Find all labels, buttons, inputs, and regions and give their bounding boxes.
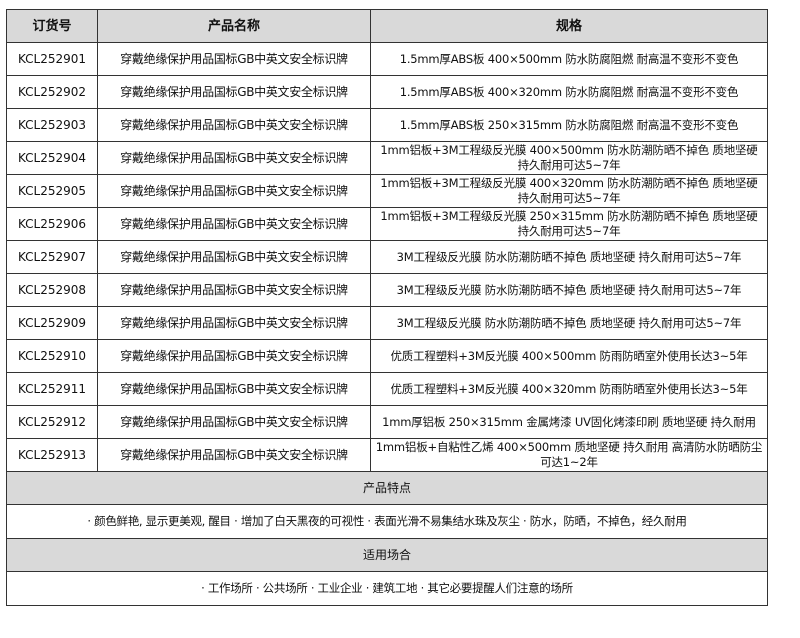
order-code-cell: KCL252901 [6,42,98,76]
table-header-row: 订货号 产品名称 规格 [6,9,768,43]
product-name-cell: 穿戴绝缘保护用品国标GB中英文安全标识牌 [97,339,371,373]
product-name-cell: 穿戴绝缘保护用品国标GB中英文安全标识牌 [97,306,371,340]
spec-cell: 3M工程级反光膜 防水防潮防晒不掉色 质地坚硬 持久耐用可达5~7年 [370,306,768,340]
table-row: KCL252909 穿戴绝缘保护用品国标GB中英文安全标识牌 3M工程级反光膜 防水… [6,306,768,340]
header-product-name: 产品名称 [97,9,371,43]
order-code-cell: KCL252907 [6,240,98,274]
order-code-cell: KCL252902 [6,75,98,109]
usage-text: · 工作场所 · 公共场所 · 工业企业 · 建筑工地 · 其它必要提醒人们注意… [6,571,768,606]
order-code-cell: KCL252913 [6,438,98,472]
spec-cell: 1mm铝板+自粘性乙烯 400×500mm 质地坚硬 持久耐用 高清防水防晒防尘… [370,438,768,472]
spec-cell: 优质工程塑料+3M反光膜 400×320mm 防雨防晒室外使用长达3~5年 [370,372,768,406]
table-row: KCL252913 穿戴绝缘保护用品国标GB中英文安全标识牌 1mm铝板+自粘性乙烯… [6,438,768,472]
order-code-cell: KCL252905 [6,174,98,208]
table-row: KCL252901 穿戴绝缘保护用品国标GB中英文安全标识牌 1.5mm厚ABS板 … [6,42,768,76]
features-text: · 颜色鲜艳, 显示更美观, 醒目 · 增加了白天黑夜的可视性 · 表面光滑不易… [6,504,768,539]
spec-cell: 1.5mm厚ABS板 400×320mm 防水防腐阻燃 耐高温不变形不变色 [370,75,768,109]
spec-cell: 1mm铝板+3M工程级反光膜 250×315mm 防水防潮防晒不掉色 质地坚硬 … [370,207,768,241]
header-order-code: 订货号 [6,9,98,43]
table-row: KCL252908 穿戴绝缘保护用品国标GB中英文安全标识牌 3M工程级反光膜 防水… [6,273,768,307]
order-code-cell: KCL252911 [6,372,98,406]
header-spec: 规格 [370,9,768,43]
spec-cell: 1mm厚铝板 250×315mm 金属烤漆 UV固化烤漆印刷 质地坚硬 持久耐用 [370,405,768,439]
usage-title: 适用场合 [6,538,768,572]
table-row: KCL252905 穿戴绝缘保护用品国标GB中英文安全标识牌 1mm铝板+3M工程级… [6,174,768,208]
order-code-cell: KCL252906 [6,207,98,241]
table-row: KCL252911 穿戴绝缘保护用品国标GB中英文安全标识牌 优质工程塑料+3M反光… [6,372,768,406]
table-row: KCL252904 穿戴绝缘保护用品国标GB中英文安全标识牌 1mm铝板+3M工程级… [6,141,768,175]
table-row: KCL252907 穿戴绝缘保护用品国标GB中英文安全标识牌 3M工程级反光膜 防水… [6,240,768,274]
order-code-cell: KCL252909 [6,306,98,340]
product-name-cell: 穿戴绝缘保护用品国标GB中英文安全标识牌 [97,207,371,241]
table-row: KCL252902 穿戴绝缘保护用品国标GB中英文安全标识牌 1.5mm厚ABS板 … [6,75,768,109]
spec-cell: 1mm铝板+3M工程级反光膜 400×320mm 防水防潮防晒不掉色 质地坚硬 … [370,174,768,208]
table-row: KCL252906 穿戴绝缘保护用品国标GB中英文安全标识牌 1mm铝板+3M工程级… [6,207,768,241]
product-name-cell: 穿戴绝缘保护用品国标GB中英文安全标识牌 [97,174,371,208]
spec-cell: 3M工程级反光膜 防水防潮防晒不掉色 质地坚硬 持久耐用可达5~7年 [370,273,768,307]
product-name-cell: 穿戴绝缘保护用品国标GB中英文安全标识牌 [97,75,371,109]
table-row: KCL252903 穿戴绝缘保护用品国标GB中英文安全标识牌 1.5mm厚ABS板 … [6,108,768,142]
order-code-cell: KCL252910 [6,339,98,373]
spec-cell: 3M工程级反光膜 防水防潮防晒不掉色 质地坚硬 持久耐用可达5~7年 [370,240,768,274]
product-name-cell: 穿戴绝缘保护用品国标GB中英文安全标识牌 [97,438,371,472]
table-row: KCL252912 穿戴绝缘保护用品国标GB中英文安全标识牌 1mm厚铝板 250×… [6,405,768,439]
order-code-cell: KCL252908 [6,273,98,307]
order-code-cell: KCL252904 [6,141,98,175]
spec-cell: 1.5mm厚ABS板 400×500mm 防水防腐阻燃 耐高温不变形不变色 [370,42,768,76]
product-name-cell: 穿戴绝缘保护用品国标GB中英文安全标识牌 [97,240,371,274]
spec-cell: 1mm铝板+3M工程级反光膜 400×500mm 防水防潮防晒不掉色 质地坚硬 … [370,141,768,175]
product-name-cell: 穿戴绝缘保护用品国标GB中英文安全标识牌 [97,372,371,406]
product-name-cell: 穿戴绝缘保护用品国标GB中英文安全标识牌 [97,141,371,175]
product-name-cell: 穿戴绝缘保护用品国标GB中英文安全标识牌 [97,273,371,307]
product-spec-table: 订货号 产品名称 规格 KCL252901 穿戴绝缘保护用品国标GB中英文安全标识… [6,9,768,606]
order-code-cell: KCL252912 [6,405,98,439]
product-name-cell: 穿戴绝缘保护用品国标GB中英文安全标识牌 [97,108,371,142]
spec-cell: 1.5mm厚ABS板 250×315mm 防水防腐阻燃 耐高温不变形不变色 [370,108,768,142]
order-code-cell: KCL252903 [6,108,98,142]
spec-cell: 优质工程塑料+3M反光膜 400×500mm 防雨防晒室外使用长达3~5年 [370,339,768,373]
product-name-cell: 穿戴绝缘保护用品国标GB中英文安全标识牌 [97,42,371,76]
table-row: KCL252910 穿戴绝缘保护用品国标GB中英文安全标识牌 优质工程塑料+3M反光… [6,339,768,373]
features-title: 产品特点 [6,471,768,505]
product-name-cell: 穿戴绝缘保护用品国标GB中英文安全标识牌 [97,405,371,439]
